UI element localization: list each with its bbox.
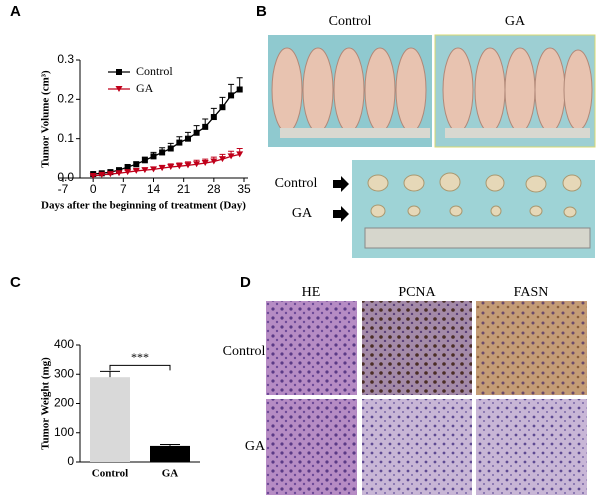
arrow [333,176,349,222]
marker [115,170,123,177]
marker [167,145,174,152]
y-tick-label: 300 [54,366,74,380]
y-tick-label: 0 [67,454,74,468]
tumor-photo [352,160,595,258]
marker [193,129,200,136]
marker [150,166,157,173]
y-tick-label: 200 [54,396,74,410]
marker [202,123,209,130]
marker [98,171,106,178]
marker [167,163,175,170]
y-tick-label: 400 [54,337,74,351]
panel-label: D [240,274,251,291]
marker [210,114,217,121]
x-tick-label: 0 [90,182,97,196]
x-tick-label: -7 [58,182,69,196]
x-tick-label: 21 [177,182,191,196]
photo-row-label: Control [275,176,318,191]
mice-photo [268,34,596,148]
marker [193,161,201,168]
photo-column-label: GA [505,14,526,29]
marker [132,167,140,174]
marker [201,160,209,167]
marker [133,161,140,168]
marker [116,167,123,174]
marker [124,169,132,176]
bar [150,445,190,462]
marker [184,162,192,169]
marker [175,163,183,170]
marker [210,158,218,165]
legend-label: Control [136,64,173,78]
y-tick-label: 0.3 [57,52,74,66]
y-tick-label: 0.2 [57,92,74,106]
marker [219,104,226,111]
marker [116,69,122,75]
marker [184,135,191,142]
panel-label: B [256,3,267,20]
legend-label: GA [136,81,154,95]
marker [227,153,235,160]
y-tick-label: 0.0 [57,170,74,184]
histology-column-label: PCNA [398,285,436,300]
marker [106,171,114,178]
significance-bracket [109,364,171,371]
x-axis-label: Days after the beginning of treatment (D… [41,200,246,212]
marker [141,157,148,164]
marker [89,173,97,180]
series-line [93,153,240,177]
marker [218,156,226,163]
x-tick-label: 28 [207,182,221,196]
x-tick-label: 35 [237,182,251,196]
marker [158,165,166,172]
histology-images [266,301,587,495]
marker [141,167,149,174]
marker [228,92,235,99]
y-tick-label: 100 [54,425,74,439]
x-tick-label: 14 [147,182,161,196]
x-tick-label: 7 [120,182,127,196]
series-line [93,88,241,175]
photo-column-label: Control [329,14,372,29]
error-bar [160,443,180,446]
histology-row-label: Control [223,344,266,359]
y-axis-label: Tumor Volume (cm³) [40,70,52,168]
marker [236,151,244,158]
marker [115,86,123,92]
marker [150,153,157,160]
significance-annotation: *** [131,350,149,364]
marker [124,163,131,170]
histology-column-label: HE [302,285,321,300]
histology-row-label: GA [245,439,266,454]
y-tick-label: 0.1 [57,131,74,145]
x-tick-label: GA [162,468,179,480]
bar [90,377,130,462]
x-tick-label: Control [92,468,128,480]
marker [236,86,243,93]
panel-label: A [10,3,21,20]
marker [176,139,183,146]
panel-label: C [10,274,21,291]
y-axis-label: Tumor Weight (mg) [40,357,52,450]
error-bar [100,370,120,378]
histology-column-label: FASN [514,285,549,300]
marker [159,149,166,156]
photo-row-label: GA [292,206,313,221]
